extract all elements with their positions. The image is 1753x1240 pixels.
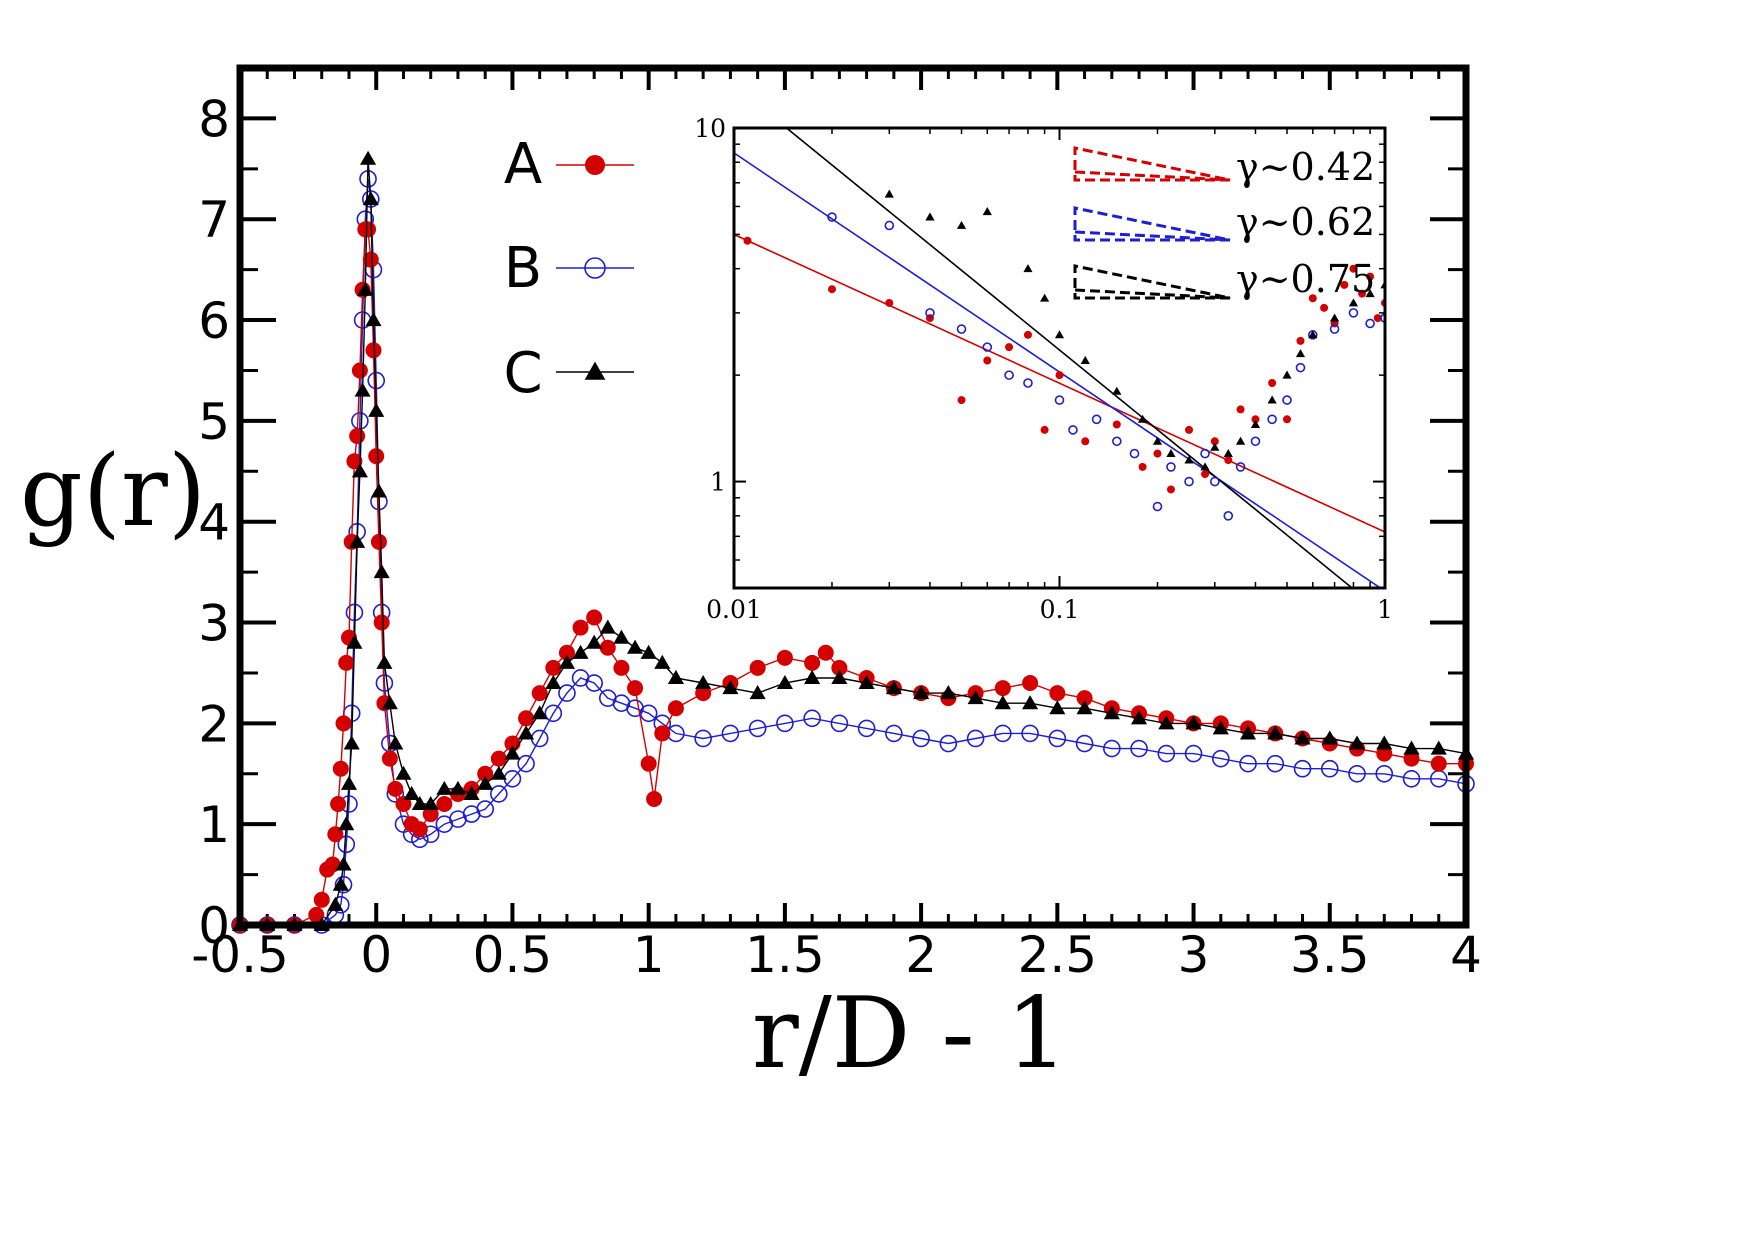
series-a-point — [368, 448, 384, 464]
inset-series-a-point — [1139, 463, 1147, 471]
inset-legend-label-2: γ~0.62 — [1236, 200, 1375, 244]
inset-series-a-point — [983, 356, 991, 364]
inset-series-a-point — [1296, 337, 1304, 345]
inset-series-a-point — [743, 237, 751, 245]
inset-y-tick-label: 10 — [694, 114, 726, 143]
series-a-point — [412, 821, 428, 837]
inset-x-tick-label: 0.1 — [1040, 595, 1080, 624]
inset-series-a-point — [1283, 415, 1291, 423]
inset-series-a-point — [1056, 371, 1064, 379]
series-a-point — [387, 781, 403, 797]
series-a-point — [314, 892, 330, 908]
legend-marker-a — [585, 155, 605, 175]
inset-background — [734, 128, 1385, 588]
inset-series-a-point — [1081, 437, 1089, 445]
inset-series-a-point — [1113, 421, 1121, 429]
inset-legend-label-1: γ~0.42 — [1236, 145, 1375, 189]
inset-series-a-point — [1268, 379, 1276, 387]
series-a-point — [804, 655, 820, 671]
inset-series-a-point — [885, 299, 893, 307]
series-a-point — [532, 685, 548, 701]
y-axis-label: g(r) — [20, 435, 206, 549]
series-a-point — [573, 620, 589, 636]
inset-series-a-point — [1201, 470, 1209, 478]
series-a-point — [777, 650, 793, 666]
series-a-point — [1049, 685, 1065, 701]
series-a-point — [371, 534, 387, 550]
series-a-point — [613, 660, 629, 676]
x-axis-label: r/D - 1 — [752, 977, 1068, 1091]
series-a-point — [338, 655, 354, 671]
y-tick-label: 0 — [198, 897, 230, 955]
inset-legend-label-3: γ~0.75 — [1236, 257, 1375, 301]
y-tick-label: 2 — [198, 695, 230, 753]
series-a-point — [374, 615, 390, 631]
series-a-point — [641, 756, 657, 772]
series-a-point — [333, 761, 349, 777]
series-a-point — [1022, 675, 1038, 691]
chart: -0.5 0 0.5 1 1.5 2 2.5 3 3.5 4012345678 0.01 0.1 11… — [0, 0, 1753, 1240]
inset-series-a-point — [1185, 426, 1193, 434]
x-tick-label: 4 — [1450, 926, 1482, 984]
x-tick-label: 3.5 — [1290, 926, 1370, 984]
series-a-point — [750, 660, 766, 676]
inset-plot: 0.01 0.1 1 1 10 — [694, 114, 1393, 624]
series-a-point — [1431, 756, 1447, 772]
inset-y-tick-label: 1 — [710, 468, 726, 497]
x-tick-label: 0.5 — [473, 926, 553, 984]
inset-series-a-point — [1237, 405, 1245, 413]
inset-series-a-point — [828, 285, 836, 293]
inset-series-a-point — [958, 396, 966, 404]
series-a-point — [600, 640, 616, 656]
series-a-point — [336, 715, 352, 731]
y-tick-label: 6 — [198, 292, 230, 350]
inset-series-a-point — [1224, 456, 1232, 464]
series-a-point — [818, 645, 834, 661]
series-a-point — [436, 796, 452, 812]
series-a-point — [646, 791, 662, 807]
x-tick-label: 1 — [633, 926, 665, 984]
inset-series-a-point — [1167, 485, 1175, 493]
y-tick-label: 7 — [198, 191, 230, 249]
series-a-point — [627, 680, 643, 696]
legend-label-c: C — [503, 341, 542, 406]
series-a-point — [668, 700, 684, 716]
inset-series-a-point — [1005, 343, 1013, 351]
x-tick-label: 2.5 — [1018, 926, 1098, 984]
y-tick-label: 3 — [198, 595, 230, 653]
inset-x-tick-label: 1 — [1377, 595, 1393, 624]
x-tick-label: 2 — [905, 926, 937, 984]
series-a-point — [586, 609, 602, 625]
y-tick-label: 1 — [198, 796, 230, 854]
series-a-point — [360, 221, 376, 237]
series-a-point — [349, 428, 365, 444]
inset-series-a-point — [1041, 426, 1049, 434]
x-tick-label: 1.5 — [745, 926, 825, 984]
series-a-point — [365, 342, 381, 358]
y-tick-label: 8 — [198, 90, 230, 148]
inset-series-a-point — [1024, 331, 1032, 339]
legend-label-a: A — [504, 132, 542, 197]
series-a-point — [995, 680, 1011, 696]
x-tick-label: 3 — [1178, 926, 1210, 984]
inset-series-a-point — [1153, 450, 1161, 458]
series-a-point — [330, 796, 346, 812]
legend-label-b: B — [504, 236, 542, 301]
x-tick-label: 0 — [360, 926, 392, 984]
series-a-point — [382, 751, 398, 767]
inset-x-tick-label: 0.01 — [706, 595, 762, 624]
series-a-point — [352, 362, 368, 378]
inset-series-a-point — [1320, 304, 1328, 312]
series-a-point — [654, 725, 670, 741]
series-a-point — [518, 710, 534, 726]
